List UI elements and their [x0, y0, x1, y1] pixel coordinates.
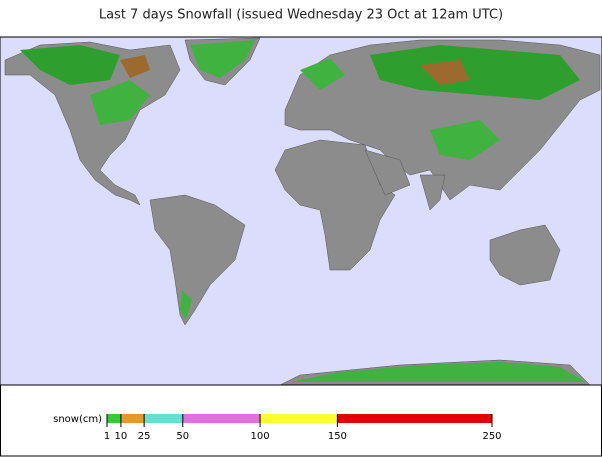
- snow-patch: [120, 55, 150, 78]
- south-america: [149, 194, 246, 326]
- map: [0, 36, 602, 386]
- legend-swatch: [107, 414, 121, 423]
- legend-swatch: [337, 414, 492, 423]
- snow-patch: [300, 58, 345, 90]
- north-america: [4, 41, 181, 206]
- legend-label: snow(cm): [53, 414, 102, 425]
- snow-patch: [290, 362, 585, 382]
- snow-patch: [180, 290, 192, 320]
- legend-tick-label: 10: [115, 431, 128, 442]
- legend-swatch: [182, 414, 261, 423]
- australia: [489, 224, 561, 286]
- legend-tick-label: 50: [176, 431, 189, 442]
- snow-patch: [90, 80, 150, 125]
- snow-patch: [190, 40, 255, 78]
- snow-patch: [370, 45, 580, 100]
- legend-tick-label: 100: [251, 431, 270, 442]
- snow-patch: [20, 45, 120, 85]
- legend-tick-label: 150: [328, 431, 347, 442]
- india: [419, 174, 446, 211]
- legend-tick-label: 1: [104, 431, 110, 442]
- snow-patch: [420, 60, 470, 85]
- legend-swatch: [260, 414, 338, 423]
- arabia: [364, 149, 411, 196]
- legend-swatch: [120, 414, 145, 423]
- legend: snow(cm) 1 10 25 50 100 150 250: [53, 414, 502, 442]
- legend-tick-label: 25: [138, 431, 151, 442]
- map-title: Last 7 days Snowfall (issued Wednesday 2…: [99, 8, 503, 23]
- legend-tick-label: 250: [482, 431, 501, 442]
- snow-cover: [20, 40, 585, 382]
- legend-swatch: [144, 414, 183, 423]
- snow-patch: [430, 120, 500, 160]
